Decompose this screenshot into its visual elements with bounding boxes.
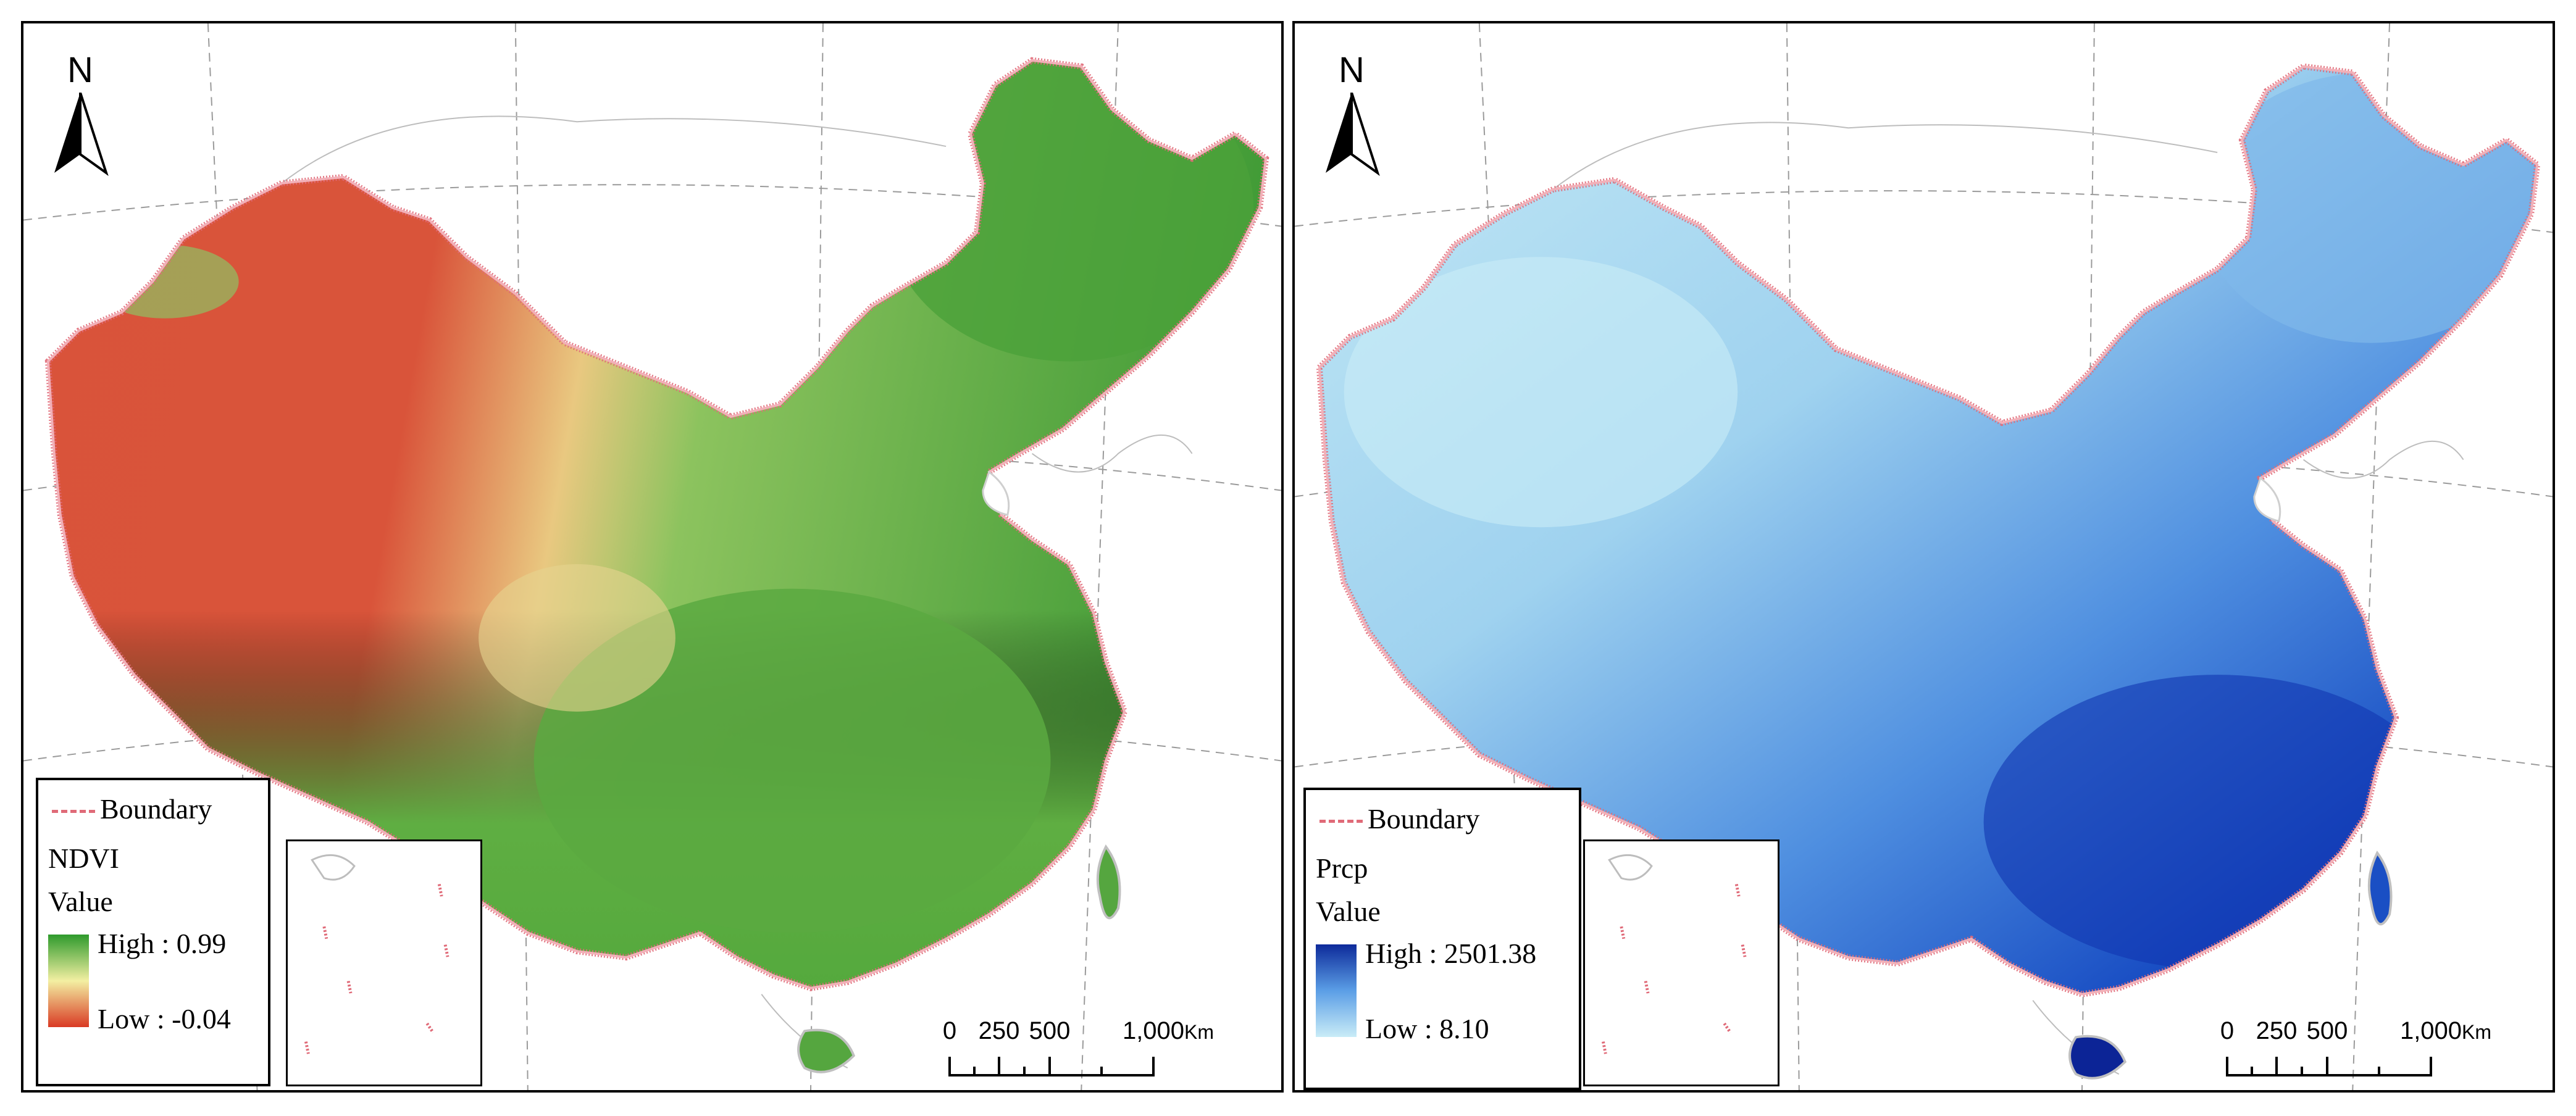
south-china-sea-inset xyxy=(1583,839,1779,1086)
scale-bar: 0 250 500 1,000 Km xyxy=(2184,1017,2493,1090)
low-label: Low : -0.04 xyxy=(98,1003,231,1035)
scale-unit: Km xyxy=(1184,1021,1214,1043)
boundary-line-symbol xyxy=(1319,820,1363,823)
scale-tick-500: 500 xyxy=(1029,1017,1071,1044)
high-label: High : 2501.38 xyxy=(1365,938,1537,969)
scale-tick-1000: 1,000 xyxy=(1122,1017,1185,1044)
boundary-line-symbol xyxy=(52,810,95,813)
value-label: Value xyxy=(1316,896,1381,927)
low-label: Low : 8.10 xyxy=(1365,1013,1489,1044)
inset-map xyxy=(1602,854,1747,1054)
boundary-label: Boundary xyxy=(1368,803,1480,835)
north-arrow-icon xyxy=(54,93,109,177)
scale-tick-250: 250 xyxy=(2256,1017,2298,1044)
ndvi-color-ramp xyxy=(48,935,89,1027)
scale-bar-graphic xyxy=(2226,1057,2432,1076)
prcp-color-ramp xyxy=(1316,944,1357,1037)
scale-tick-1000: 1,000 xyxy=(2399,1017,2462,1044)
prcp-legend: Boundary Prcp Value High : 2501.38 Low :… xyxy=(1303,788,1581,1090)
scale-bar: 0 250 500 1,000 Km xyxy=(906,1017,1215,1090)
scale-tick-0: 0 xyxy=(942,1017,957,1044)
north-arrow-icon xyxy=(1326,93,1380,177)
north-label: N xyxy=(1339,50,1365,90)
scale-unit: Km xyxy=(2462,1021,2491,1043)
prcp-map-panel: N Boundary Prcp Value High : 2501.38 Low… xyxy=(1292,21,2555,1093)
north-arrow: N xyxy=(1319,49,1387,185)
inset-map xyxy=(304,854,450,1054)
scale-bar-graphic xyxy=(948,1057,1155,1076)
south-china-sea-inset xyxy=(286,839,482,1086)
ndvi-map-panel: N Boundary NDVI Value High : 0.99 Low : … xyxy=(21,21,1284,1093)
layer-name: Prcp xyxy=(1316,852,1368,884)
scale-tick-250: 250 xyxy=(978,1017,1020,1044)
value-label: Value xyxy=(48,886,113,917)
ndvi-legend: Boundary NDVI Value High : 0.99 Low : -0… xyxy=(36,778,270,1086)
north-label: N xyxy=(67,50,93,90)
layer-name: NDVI xyxy=(48,843,119,874)
high-label: High : 0.99 xyxy=(98,928,227,959)
scale-tick-500: 500 xyxy=(2306,1017,2348,1044)
scale-tick-0: 0 xyxy=(2220,1017,2235,1044)
boundary-label: Boundary xyxy=(100,793,212,825)
north-arrow: N xyxy=(48,49,116,185)
